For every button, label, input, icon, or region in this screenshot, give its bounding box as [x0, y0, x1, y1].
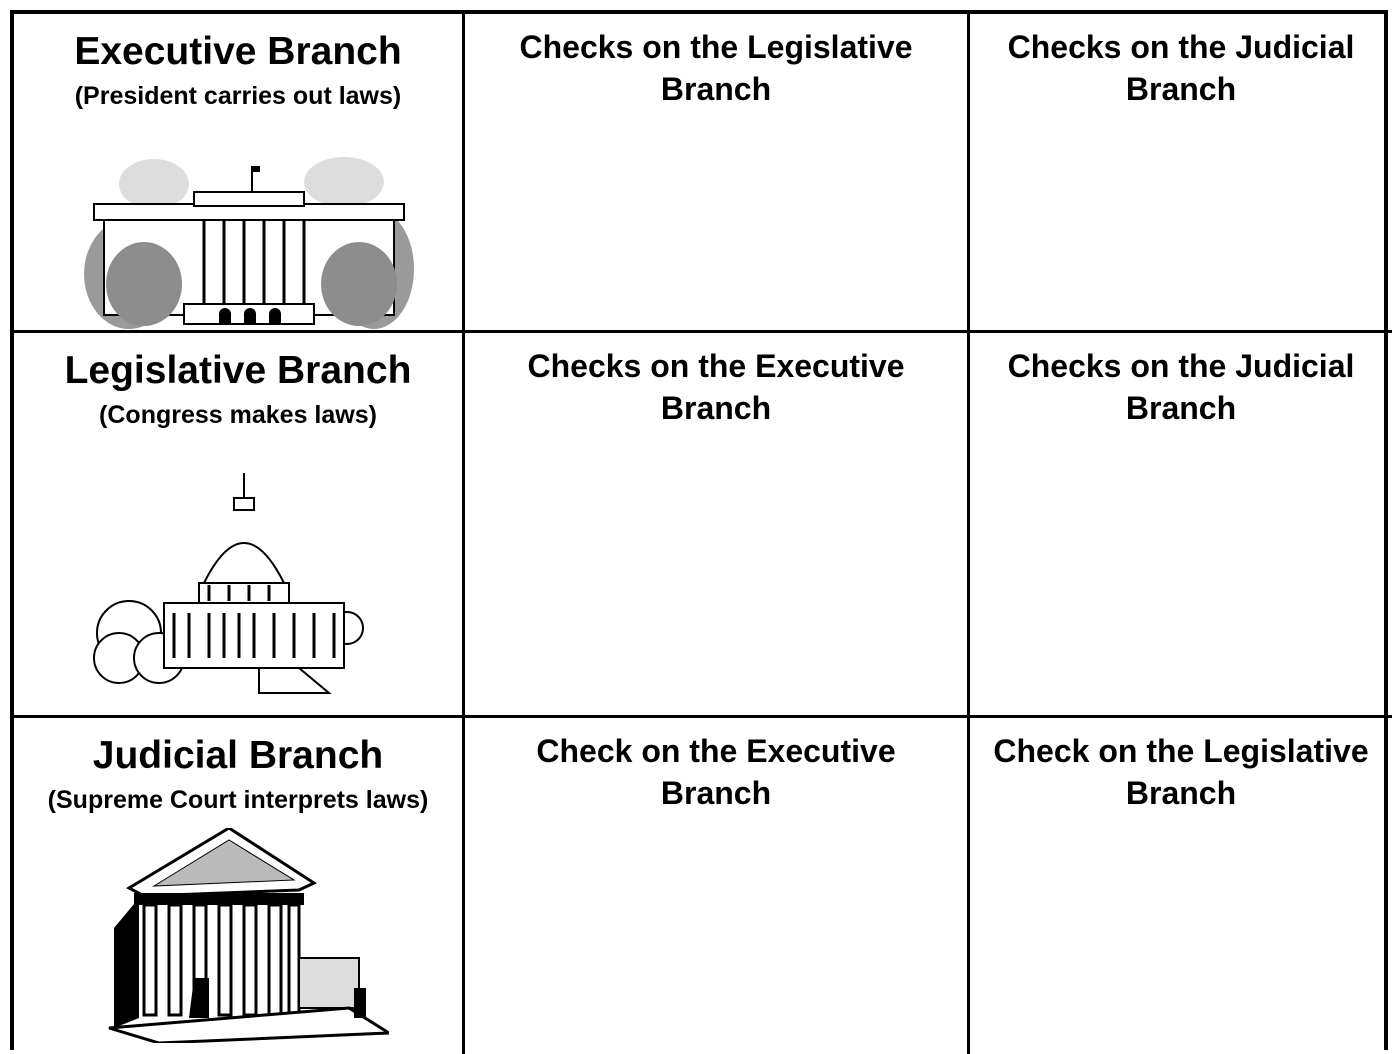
check-cell: Checks on the Legislative Branch — [465, 14, 970, 333]
branch-title: Executive Branch — [74, 30, 402, 73]
check-heading: Checks on the Judicial Branch — [1007, 348, 1355, 426]
worksheet-table: Executive Branch (President carries out … — [10, 10, 1392, 1054]
white-house-icon — [84, 157, 414, 329]
branch-cell: Legislative Branch (Congress makes laws) — [14, 333, 465, 718]
supreme-court-icon — [108, 828, 389, 1043]
check-heading: Checks on the Legislative Branch — [519, 29, 913, 107]
check-cell: Checks on the Judicial Branch — [970, 14, 1392, 333]
check-cell: Check on the Executive Branch — [465, 718, 970, 1054]
branch-role: (President carries out laws) — [74, 82, 402, 110]
capitol-icon — [93, 473, 364, 694]
check-cell: Check on the Legislative Branch — [970, 718, 1392, 1054]
check-heading: Checks on the Judicial Branch — [1007, 29, 1355, 107]
check-cell: Checks on the Judicial Branch — [970, 333, 1392, 718]
branch-title: Judicial Branch — [92, 734, 384, 777]
branch-role: (Supreme Court interprets laws) — [47, 786, 429, 814]
branch-title: Legislative Branch — [64, 349, 412, 392]
check-heading: Checks on the Executive Branch — [527, 348, 905, 426]
check-heading: Check on the Legislative Branch — [993, 733, 1369, 811]
check-cell: Checks on the Executive Branch — [465, 333, 970, 718]
branch-cell: Judicial Branch (Supreme Court interpret… — [14, 718, 465, 1054]
check-heading: Check on the Executive Branch — [536, 733, 896, 811]
branch-role: (Congress makes laws) — [99, 401, 377, 429]
branch-cell: Executive Branch (President carries out … — [14, 14, 465, 333]
